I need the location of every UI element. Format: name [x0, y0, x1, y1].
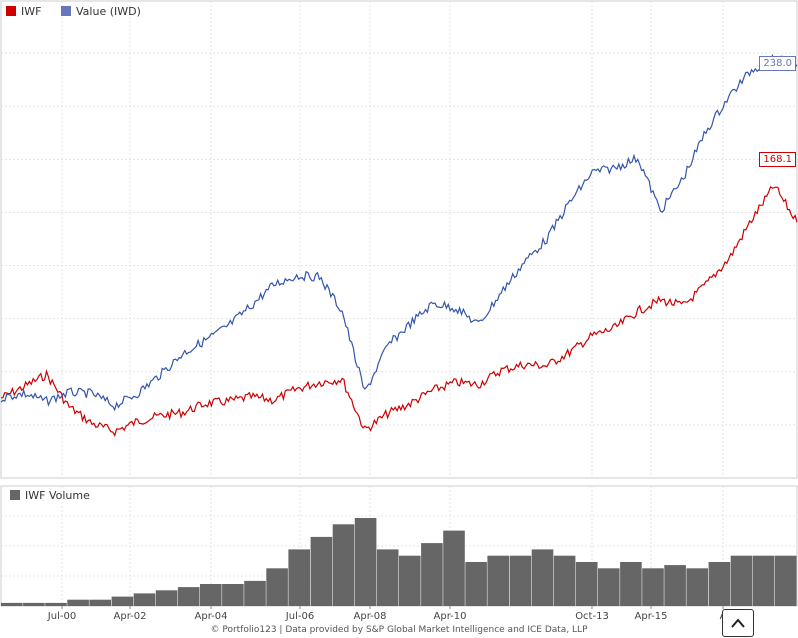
volume-bar	[155, 590, 178, 606]
series-line-iwf	[0, 185, 798, 437]
iwf-end-value-label: 168.1	[759, 152, 796, 167]
volume-bar	[1, 602, 23, 606]
volume-bar	[376, 549, 399, 606]
volume-bar	[89, 599, 111, 606]
volume-bars	[1, 518, 797, 606]
volume-bar	[45, 602, 67, 606]
x-tick-label: Apr-15	[635, 611, 668, 622]
volume-bar	[111, 596, 134, 606]
volume-bar	[553, 555, 576, 606]
legend-volume-swatch	[10, 490, 20, 500]
volume-bar	[598, 568, 620, 606]
volume-bar	[686, 568, 708, 606]
volume-bar	[310, 536, 333, 606]
volume-bar	[266, 568, 288, 606]
volume-bar	[708, 562, 731, 606]
volume-bar	[664, 565, 686, 606]
volume-bar	[465, 562, 487, 606]
legend-iwd-label: Value (IWD)	[76, 5, 141, 18]
volume-bar	[67, 599, 89, 606]
volume-bar	[354, 518, 377, 606]
legend-iwf-swatch	[6, 6, 16, 16]
volume-bar	[620, 562, 642, 606]
legend-iwf[interactable]: IWF	[6, 5, 41, 18]
x-tick-label: Oct-13	[575, 611, 609, 622]
volume-bar	[399, 555, 421, 606]
legend-iwd[interactable]: Value (IWD)	[61, 5, 141, 18]
volume-bar	[133, 593, 156, 606]
volume-bar	[222, 584, 244, 606]
x-tick-label: Apr-08	[354, 611, 387, 622]
volume-bar	[642, 568, 664, 606]
volume-bar	[443, 530, 465, 606]
x-tick-label: Apr-10	[434, 611, 467, 622]
volume-bar	[332, 524, 355, 606]
legend-volume-label: IWF Volume	[25, 489, 90, 502]
volume-bar	[531, 549, 554, 606]
volume-bar	[421, 543, 443, 606]
main-panel-frame	[0, 0, 798, 479]
volume-bar	[575, 562, 598, 606]
x-tick-label: Apr-04	[195, 611, 228, 622]
x-tick-label: Jul-06	[285, 611, 314, 622]
legend-iwf-label: IWF	[21, 5, 42, 18]
chevron-up-icon	[731, 618, 745, 628]
volume-bar	[774, 555, 797, 606]
main-chart-lines	[0, 53, 798, 437]
legend-iwd-swatch	[61, 6, 71, 16]
volume-bar	[244, 580, 266, 606]
volume-bar	[177, 587, 200, 606]
footer-credit: © Portfolio123 | Data provided by S&P Gl…	[210, 625, 588, 635]
iwd-end-value-label: 238.0	[759, 56, 796, 71]
x-tick-label: Jul-00	[47, 611, 76, 622]
legend-volume[interactable]: IWF Volume	[10, 489, 90, 502]
volume-bar	[752, 555, 775, 606]
volume-bar	[487, 555, 509, 606]
volume-bar	[200, 584, 222, 606]
series-line-value-iwd-	[0, 53, 798, 412]
volume-bar	[509, 555, 532, 606]
x-tick-label: Apr-02	[114, 611, 147, 622]
x-axis-ticks: Jul-00 Apr-02 Apr-04 Jul-06 Apr-08 Apr-10 Oct-…	[47, 606, 727, 622]
volume-bar	[730, 555, 753, 606]
volume-bar	[288, 549, 310, 606]
volume-bar	[23, 602, 45, 606]
main-chart-grid	[0, 0, 798, 479]
scroll-top-button[interactable]	[722, 609, 754, 637]
